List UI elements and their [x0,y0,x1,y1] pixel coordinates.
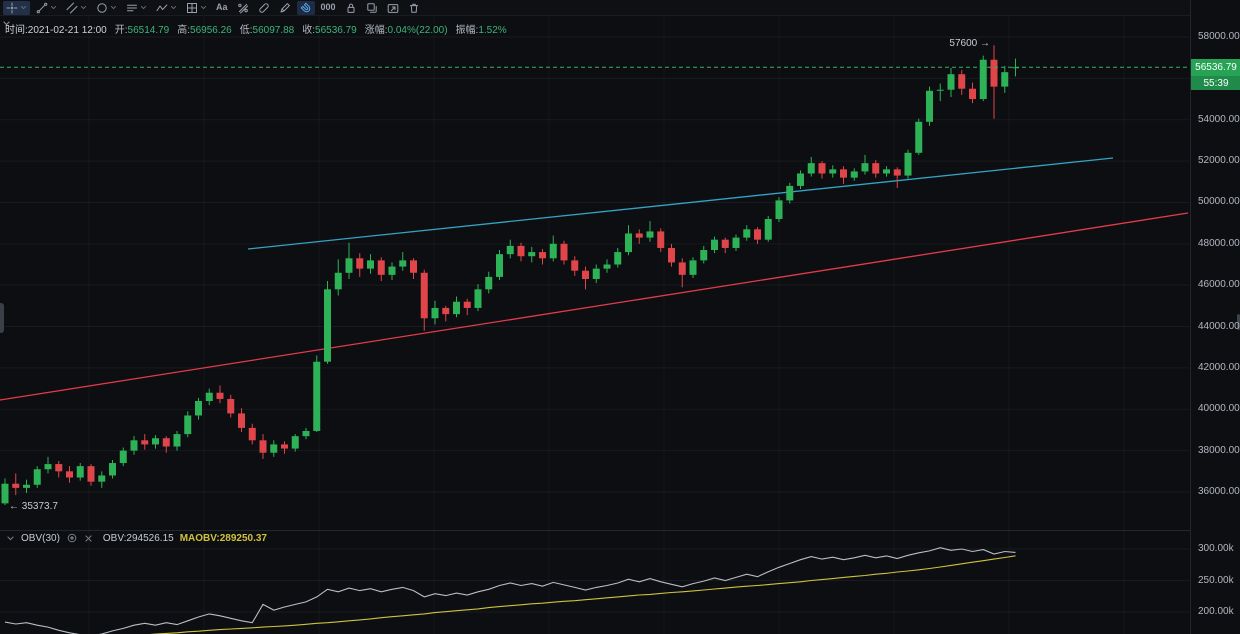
candlestick-chart-pane[interactable]: 57600 → ← 35373.7 [0,16,1190,530]
low-annotation: ← 35373.7 [9,501,58,512]
price-axis-label: 50000.00 [1198,196,1240,208]
chevron-down-icon [20,4,27,11]
ohlc-open: 开:56514.79 [114,25,170,36]
chevron-down-icon [110,4,117,11]
price-axis-label: 54000.00 [1198,113,1240,125]
chevron-down-icon [140,4,147,11]
measure-icon: 000 [320,2,336,12]
obv-collapse-icon[interactable] [6,534,15,543]
crosshair-tool-button[interactable] [3,0,30,15]
chevron-down-icon [200,4,207,11]
ascending-trendline-red[interactable] [0,212,1189,401]
price-axis-label: 58000.00 [1198,31,1240,42]
left-pane-grip[interactable] [0,303,4,333]
price-axis-label: 36000.00 [1198,486,1240,497]
maobv-line [149,555,1016,634]
ellipse-tool-button[interactable] [93,1,120,15]
gann-grid-tool-button[interactable] [183,1,210,15]
current-price-badge: 56536.79 [1191,58,1240,76]
ohlc-readout: 时间:2021-02-21 12:00 开:56514.79 高:56956.2… [5,21,507,36]
channel-icon [66,2,78,14]
candle-countdown-badge: 55:39 [1191,76,1240,91]
pencil-tool-button[interactable] [276,1,294,15]
ohlc-change: 涨幅:0.04%(22.00) [364,25,448,36]
wave-pattern-icon [156,2,168,14]
gann-grid-icon [186,2,198,14]
price-axis-label: 44000.00 [1198,320,1240,332]
magnet-tool-button[interactable] [296,0,315,15]
copy-icon [366,2,378,14]
horizontal-lines-tool-button[interactable] [123,1,150,15]
ohlc-amplitude: 振幅:1.52% [455,25,507,36]
ellipse-icon [96,2,108,14]
text-tool-tool-button[interactable]: Aa [213,1,231,15]
pane-collapse-icon[interactable] [2,15,11,33]
obv-grid [0,548,1190,613]
obv-axis-label: 200.00k [1198,606,1234,617]
pattern-icon [237,2,249,14]
price-axis-label: 40000.00 [1198,403,1240,415]
trend-line-icon [36,2,48,14]
lock-tool-button[interactable] [342,1,360,15]
obv-indicator-pane[interactable] [0,530,1190,634]
pin-tool-button[interactable] [255,1,273,15]
price-axis-label: 52000.00 [1198,155,1240,167]
trend-line-tool-button[interactable] [33,1,60,15]
close-icon[interactable] [84,534,93,543]
obv-axis-label: 300.00k [1198,543,1234,554]
ascending-trendline-cyan[interactable] [247,157,1114,250]
price-axis-label: 48000.00 [1198,237,1240,249]
wave-pattern-tool-button[interactable] [153,1,180,15]
chevron-down-icon [80,4,87,11]
screenshot-tool-button[interactable] [384,1,402,15]
lock-icon [345,2,357,14]
pin-icon [258,2,270,14]
channel-tool-button[interactable] [63,1,90,15]
axis-scroll-grip[interactable] [1237,314,1240,330]
candlestick-series [1,45,1019,505]
eye-icon[interactable] [66,532,78,544]
price-axis-label: 42000.00 [1198,361,1240,373]
obv-axis-label: 250.00k [1198,574,1234,586]
obv-value: OBV:294526.15 [102,532,174,544]
pencil-icon [279,2,291,14]
magnet-icon [300,2,312,14]
pattern-tool-button[interactable] [234,1,252,15]
price-axis[interactable]: 56536.79 55:39 58000.00 54000.00 52000.00 5… [1190,0,1240,634]
text-tool-icon: Aa [216,2,228,12]
obv-title: OBV(30) [21,532,60,544]
trash-tool-button[interactable] [405,1,423,15]
measure-tool-button[interactable]: 000 [318,1,339,15]
price-axis-label: 38000.00 [1198,444,1240,456]
copy-tool-button[interactable] [363,1,381,15]
obv-line [4,547,1016,634]
chevron-down-icon [170,4,177,11]
drawing-toolbar: Aa 000 [0,0,1190,16]
crosshair-icon [6,2,18,14]
ohlc-time: 时间:2021-02-21 12:00 [5,25,107,36]
maobv-value: MAOBV:289250.37 [179,532,267,544]
ohlc-high: 高:56956.26 [177,25,232,36]
high-annotation: 57600 → [949,38,990,49]
ohlc-low: 低:56097.88 [239,25,295,36]
chevron-down-icon [50,4,57,11]
obv-panel-header: OBV(30) OBV:294526.15 MAOBV:289250.37 [6,532,267,544]
screenshot-icon [387,2,399,14]
chart-grid [0,36,1190,493]
price-axis-label: 46000.00 [1198,279,1240,291]
trash-icon [408,2,420,14]
horizontal-lines-icon [126,2,138,14]
ohlc-close: 收:56536.79 [302,25,357,36]
